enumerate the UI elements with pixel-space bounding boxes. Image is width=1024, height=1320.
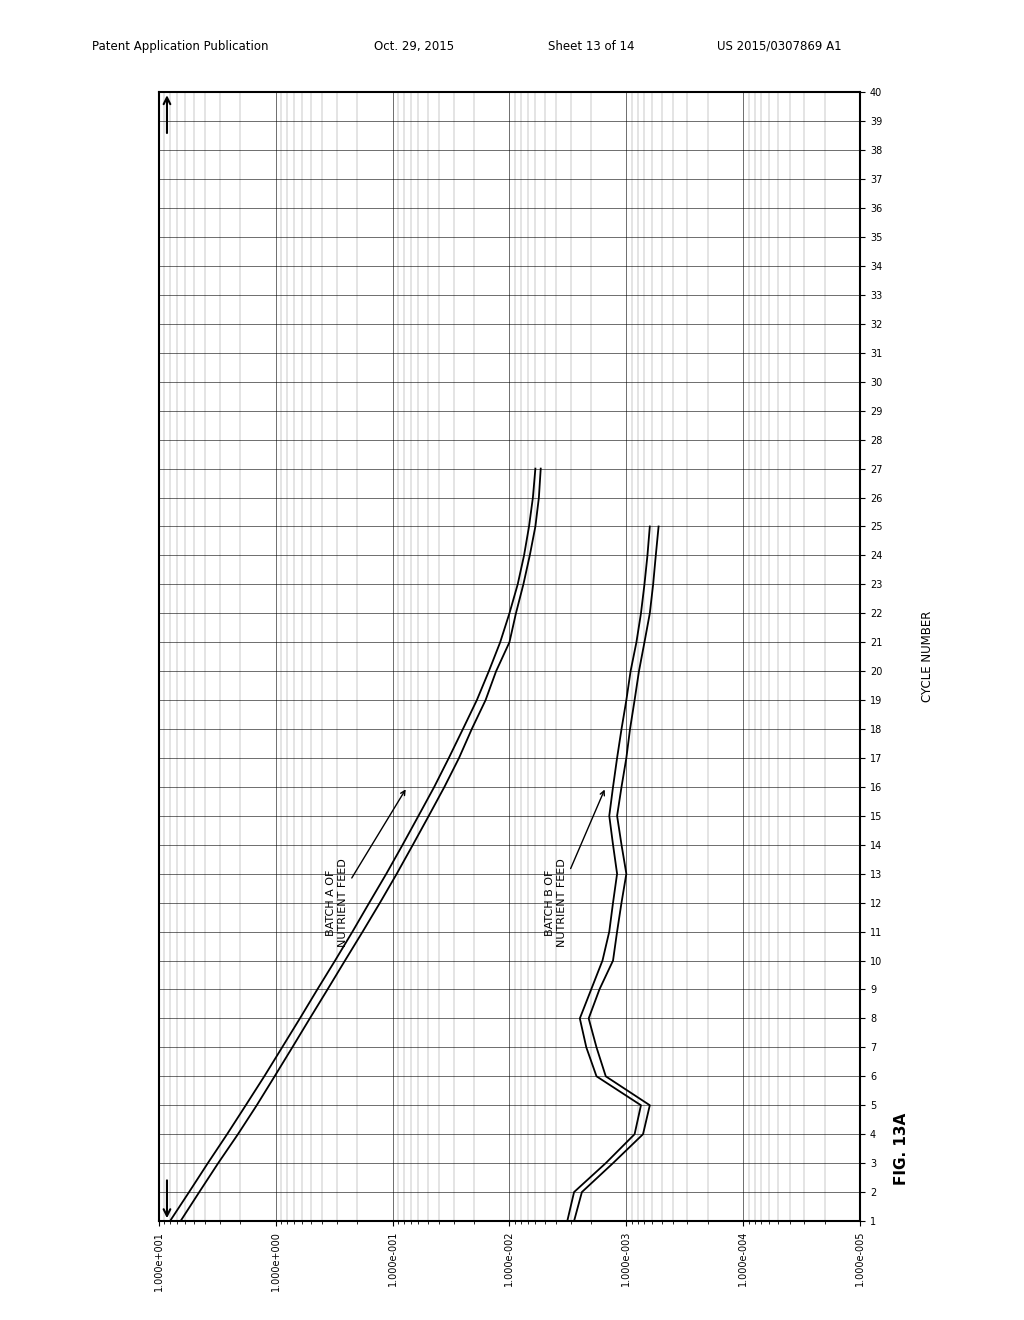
Text: BATCH B OF
NUTRIENT FEED: BATCH B OF NUTRIENT FEED: [545, 791, 604, 946]
Text: Patent Application Publication: Patent Application Publication: [92, 40, 268, 53]
Y-axis label: CYCLE NUMBER: CYCLE NUMBER: [922, 611, 934, 702]
Text: BATCH A OF
NUTRIENT FEED: BATCH A OF NUTRIENT FEED: [326, 791, 404, 946]
Text: Sheet 13 of 14: Sheet 13 of 14: [548, 40, 634, 53]
Text: US 2015/0307869 A1: US 2015/0307869 A1: [717, 40, 842, 53]
Text: Oct. 29, 2015: Oct. 29, 2015: [374, 40, 454, 53]
Text: FIG. 13A: FIG. 13A: [894, 1113, 908, 1184]
